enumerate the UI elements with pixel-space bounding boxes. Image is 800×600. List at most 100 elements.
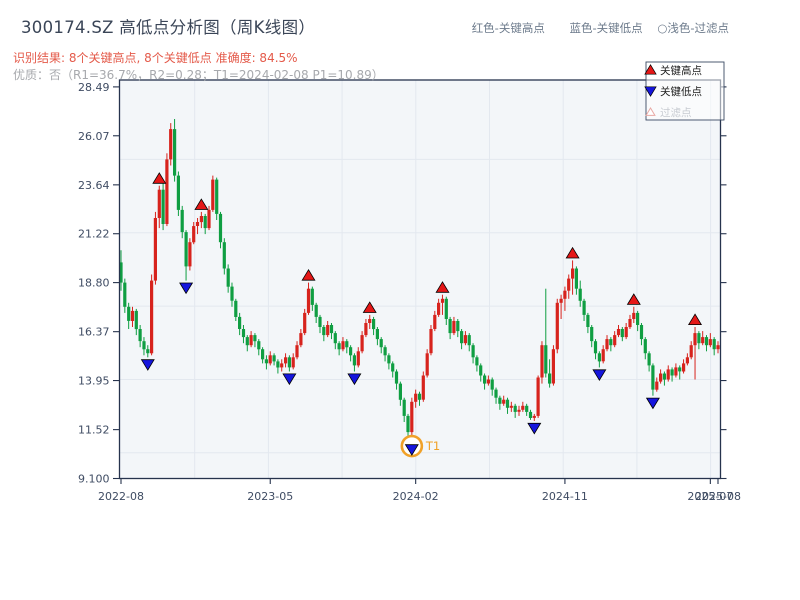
candle-body [555, 302, 559, 350]
candle-body [253, 335, 257, 342]
candle-body [322, 327, 326, 336]
candle-body [475, 357, 479, 366]
page-title: 300174.SZ 高低点分析图（周K线图） [21, 18, 316, 37]
y-axis-tick-label: 28.49 [78, 81, 110, 94]
candle-body [662, 373, 666, 380]
candle-body [659, 373, 663, 382]
candle-body [582, 300, 586, 315]
candle-body [593, 341, 598, 354]
candle-body [264, 359, 268, 364]
candle-body [238, 316, 242, 329]
quality-line: 优质：否（R1=36.7%，R2=0.28；T1=2024-02-08 P1=1… [13, 68, 384, 82]
candle-body [628, 319, 632, 328]
key-high-marker [362, 301, 377, 313]
key-low-triangle-icon [644, 86, 657, 97]
axes: 28.49 26.07 23.64 21.22 18.80 16.37 13.95 11.52… [78, 81, 741, 503]
candle-body [505, 399, 510, 408]
candle-body [613, 335, 617, 346]
candle-body [609, 339, 613, 346]
candle-body [639, 325, 644, 340]
legend-item-key-high: 关键高点 [644, 64, 702, 77]
key-low-marker [179, 282, 194, 295]
candle-body [314, 304, 318, 317]
color-key-filtered-label: ○浅色-过滤点 [657, 21, 729, 35]
candle-body [326, 325, 330, 336]
candle-body [245, 337, 249, 346]
candle-body [398, 383, 402, 400]
candle-body [176, 175, 180, 210]
candle-body [127, 306, 131, 321]
candle-body [548, 373, 552, 384]
candle-body [180, 209, 184, 233]
candle-body [134, 310, 138, 330]
candle-body [471, 345, 475, 358]
legend-frame [645, 61, 725, 121]
key-low-marker [592, 369, 607, 381]
candle-body [655, 381, 659, 390]
color-key: 红色-关键高点 蓝色-关键低点 ○浅色-过滤点 [472, 20, 729, 36]
key-high-marker [626, 293, 641, 305]
candle-body [165, 159, 169, 224]
y-axis-tick-label: 21.22 [78, 228, 110, 241]
candle-body [215, 179, 219, 214]
candle-body [142, 341, 146, 350]
candle-body [437, 302, 441, 315]
x-axis-tick-label: 2023-05 [247, 490, 293, 503]
candle-body [467, 335, 471, 346]
candle-body [647, 353, 651, 366]
candle-body [329, 325, 334, 334]
candle-body [701, 337, 705, 344]
candle-body [509, 405, 513, 408]
key-low-markers [140, 282, 660, 456]
candle-body [372, 319, 376, 330]
candle-body [364, 323, 368, 336]
key-high-marker [565, 246, 580, 259]
candle-body [540, 345, 544, 378]
candle-body [601, 349, 605, 362]
candle-body [417, 393, 422, 400]
candle-body [318, 316, 322, 327]
key-high-marker [152, 172, 167, 184]
candle-body [567, 278, 571, 291]
key-low-marker [347, 373, 362, 386]
legend-item-label: 关键低点 [660, 85, 702, 98]
plot-background [119, 80, 721, 479]
candle-body [605, 339, 609, 350]
candle-body [352, 355, 356, 366]
candle-body [708, 339, 712, 346]
candle-body [685, 357, 689, 364]
candle-body [636, 312, 640, 325]
candle-body [303, 312, 307, 334]
y-axis-tick-label: 18.80 [78, 277, 110, 290]
candle-body [704, 337, 709, 346]
candle-body [716, 345, 720, 350]
candle-body [207, 209, 211, 229]
candle-body [222, 242, 226, 269]
candle-body [406, 415, 410, 433]
candle-body [433, 314, 437, 329]
candle-body [571, 268, 575, 279]
candle-body [521, 405, 525, 410]
candle-body [368, 319, 372, 323]
candle-body [578, 288, 582, 301]
y-axis-tick-label: 26.07 [78, 130, 110, 143]
candle-body [574, 268, 578, 289]
key-high-marker [301, 269, 316, 281]
candle-body [383, 347, 387, 356]
candle-body [448, 319, 452, 334]
candle-body [249, 335, 253, 346]
y-axis-tick-label: 9.100 [78, 473, 110, 486]
candle-body [349, 347, 353, 356]
candle-body [551, 349, 555, 384]
candle-body [341, 341, 345, 350]
candle-body [291, 357, 295, 368]
candle-body [192, 226, 196, 243]
candle-body [402, 399, 406, 416]
candle-body [195, 222, 200, 226]
candle-body [590, 327, 594, 342]
x-axis-tick-label: 2024-11 [542, 490, 588, 503]
candle-body [199, 216, 203, 223]
key-low-marker [404, 444, 419, 456]
candle-body [387, 355, 391, 364]
candle-body [261, 349, 265, 360]
